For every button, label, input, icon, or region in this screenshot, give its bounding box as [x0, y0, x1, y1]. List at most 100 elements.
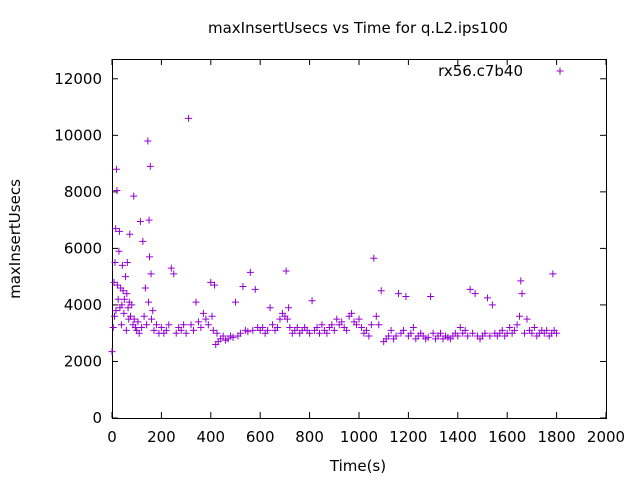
chart-title: maxInsertUsecs vs Time for q.L2.ips100 [208, 19, 508, 37]
data-point [170, 270, 178, 278]
data-point [553, 329, 561, 337]
data-point [110, 312, 118, 320]
y-axis-label: maxInsertUsecs [6, 179, 24, 299]
data-point [244, 328, 252, 336]
data-point [194, 318, 202, 326]
data-point [266, 304, 274, 312]
data-point [249, 326, 257, 334]
data-point [229, 333, 237, 341]
data-point [148, 315, 156, 323]
legend-label: rx56.c7b40 [438, 62, 523, 80]
data-point [207, 278, 215, 286]
data-point [399, 326, 407, 334]
data-point [466, 285, 474, 293]
data-point [213, 329, 221, 337]
data-point [348, 309, 356, 317]
data-point [134, 318, 142, 326]
data-point [202, 315, 210, 323]
data-point [333, 315, 341, 323]
data-point [144, 137, 152, 145]
data-point [523, 315, 531, 323]
data-point [130, 315, 138, 323]
data-point [483, 294, 491, 302]
data-point [259, 324, 267, 332]
data-point [518, 290, 526, 298]
x-tick-label: 1000 [340, 428, 378, 446]
data-point [246, 268, 254, 276]
x-axis-label: Time(s) [329, 457, 386, 475]
data-point [208, 312, 216, 320]
data-point [140, 312, 148, 320]
data-point [109, 324, 117, 332]
data-point [293, 324, 301, 332]
data-point [209, 326, 217, 334]
data-point [481, 329, 489, 337]
x-tick-label: 1600 [488, 428, 526, 446]
y-tick-label: 0 [92, 409, 102, 427]
data-point [424, 333, 432, 341]
data-point [127, 312, 135, 320]
data-point [528, 329, 536, 337]
x-tick-label: 200 [147, 428, 176, 446]
data-point [355, 315, 363, 323]
data-point [180, 321, 188, 329]
data-point [112, 225, 120, 233]
data-point [138, 324, 146, 332]
x-tick-label: 2000 [587, 428, 625, 446]
data-point [511, 326, 519, 334]
data-point [407, 329, 415, 337]
data-point [488, 301, 496, 309]
data-point [282, 267, 290, 275]
data-point [117, 321, 125, 329]
data-point [146, 253, 154, 261]
data-point [543, 326, 551, 334]
data-point [456, 324, 464, 332]
data-point [108, 348, 116, 356]
y-tick-label: 12000 [54, 70, 102, 88]
data-point [190, 326, 198, 334]
data-point [118, 301, 126, 309]
data-point [283, 315, 291, 323]
data-point [264, 326, 272, 334]
data-point [111, 259, 119, 267]
scatter-series [108, 114, 561, 356]
data-point [113, 186, 121, 194]
data-point [162, 326, 170, 334]
data-point [130, 192, 138, 200]
data-point [114, 295, 122, 303]
data-point [530, 324, 538, 332]
data-point [308, 297, 316, 305]
y-tick-label: 10000 [54, 126, 102, 144]
data-point [286, 324, 294, 332]
data-point [119, 287, 127, 295]
data-point [464, 332, 472, 340]
data-point [112, 307, 120, 315]
y-tick-label: 2000 [64, 352, 102, 370]
data-point [429, 329, 437, 337]
data-point [128, 301, 136, 309]
data-point [187, 321, 195, 329]
data-point [152, 321, 160, 329]
legend-marker-icon [556, 67, 564, 75]
data-point [276, 315, 284, 323]
data-point [520, 329, 528, 337]
data-point [219, 332, 227, 340]
data-point [461, 326, 469, 334]
x-tick-label: 800 [295, 428, 324, 446]
data-point [372, 312, 380, 320]
data-point [328, 321, 336, 329]
plot-frame [112, 59, 607, 419]
data-point [182, 329, 190, 337]
data-point [437, 329, 445, 337]
x-tick-label: 1400 [439, 428, 477, 446]
data-point [269, 321, 277, 329]
data-point [185, 114, 193, 122]
data-point [157, 324, 165, 332]
data-point [122, 273, 130, 281]
data-point [135, 329, 143, 337]
data-point [149, 307, 157, 315]
data-point [315, 329, 323, 337]
x-tick-label: 0 [107, 428, 117, 446]
data-point [385, 332, 393, 340]
